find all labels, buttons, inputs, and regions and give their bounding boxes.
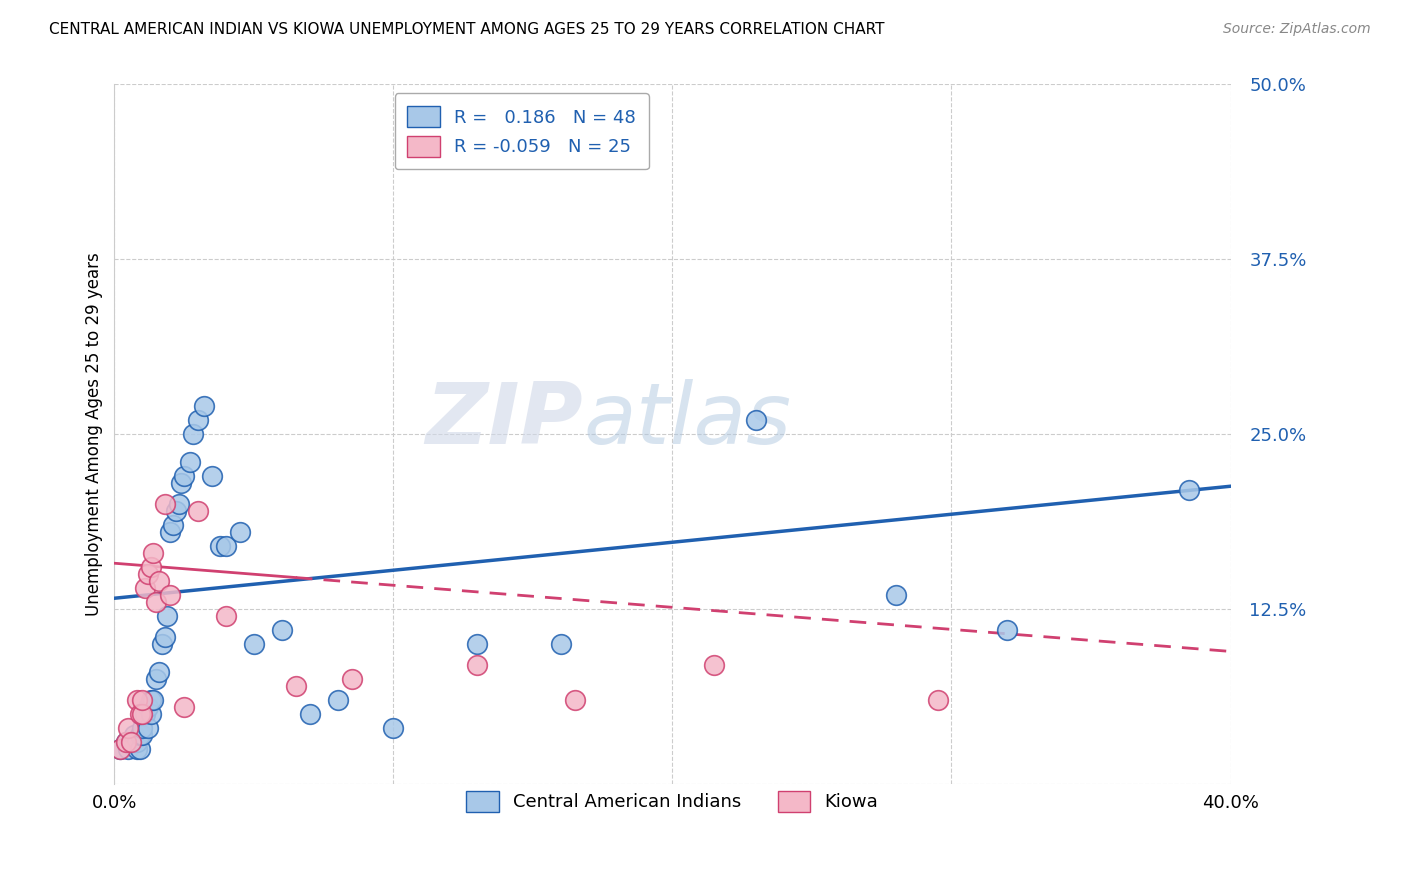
Point [148,665,170,680]
Point [134,582,156,596]
Text: Source: ZipAtlas.com: Source: ZipAtlas.com [1223,22,1371,37]
Point [136,567,159,582]
Point [153,631,176,645]
Point [131,693,153,707]
Point [114,735,136,749]
Point [134,707,156,722]
Point [995,624,1018,638]
Point [120,735,142,749]
Point [125,735,148,749]
Point [142,546,165,560]
Point [117,742,139,756]
Point [229,525,252,540]
Point [382,722,405,736]
Point [170,476,193,491]
Point [326,693,349,707]
Point [156,609,179,624]
Point [148,574,170,589]
Point [131,707,153,722]
Point [131,728,153,742]
Point [550,637,572,651]
Point [120,735,142,749]
Point [215,540,238,554]
Legend: Central American Indians, Kiowa: Central American Indians, Kiowa [454,778,891,824]
Point [165,504,187,518]
Point [131,722,153,736]
Point [284,680,307,694]
Point [139,560,162,574]
Point [145,673,167,687]
Point [187,413,209,427]
Point [108,742,131,756]
Point [193,400,215,414]
Point [128,707,150,722]
Point [173,469,195,483]
Point [136,700,159,714]
Point [136,722,159,736]
Point [114,735,136,749]
Point [884,589,907,603]
Point [159,525,181,540]
Text: CENTRAL AMERICAN INDIAN VS KIOWA UNEMPLOYMENT AMONG AGES 25 TO 29 YEARS CORRELAT: CENTRAL AMERICAN INDIAN VS KIOWA UNEMPLO… [49,22,884,37]
Point [139,693,162,707]
Point [927,693,949,707]
Point [187,504,209,518]
Point [703,658,725,673]
Point [340,673,363,687]
Point [243,637,266,651]
Point [1177,483,1199,498]
Point [122,728,145,742]
Point [108,742,131,756]
Point [564,693,586,707]
Point [179,455,201,469]
Point [142,693,165,707]
Point [201,469,224,483]
Point [125,742,148,756]
Point [128,728,150,742]
Point [117,722,139,736]
Point [128,742,150,756]
Point [465,658,488,673]
Text: ZIP: ZIP [426,379,583,462]
Point [173,700,195,714]
Point [270,624,292,638]
Point [159,589,181,603]
Point [465,637,488,651]
Point [167,498,190,512]
Point [745,413,768,427]
Text: atlas: atlas [583,379,792,462]
Point [298,707,321,722]
Point [153,498,176,512]
Y-axis label: Unemployment Among Ages 25 to 29 years: Unemployment Among Ages 25 to 29 years [86,252,103,616]
Point [125,693,148,707]
Point [181,427,204,442]
Point [139,707,162,722]
Point [162,518,184,533]
Point [150,637,173,651]
Point [145,595,167,609]
Point [209,540,232,554]
Point [215,609,238,624]
Point [122,735,145,749]
